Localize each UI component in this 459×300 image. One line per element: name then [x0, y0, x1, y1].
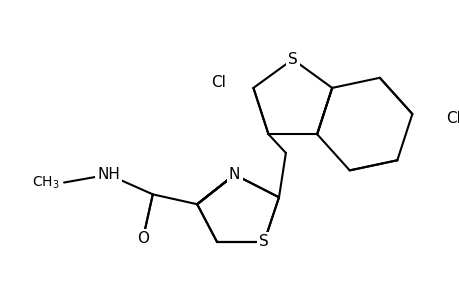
Text: CH$_3$: CH$_3$	[32, 174, 59, 191]
Text: N: N	[229, 167, 240, 182]
Text: O: O	[137, 231, 149, 246]
Text: Cl: Cl	[445, 111, 459, 126]
Text: NH: NH	[97, 167, 120, 182]
Text: S: S	[259, 234, 269, 249]
Text: S: S	[287, 52, 297, 67]
Text: Cl: Cl	[211, 76, 226, 91]
